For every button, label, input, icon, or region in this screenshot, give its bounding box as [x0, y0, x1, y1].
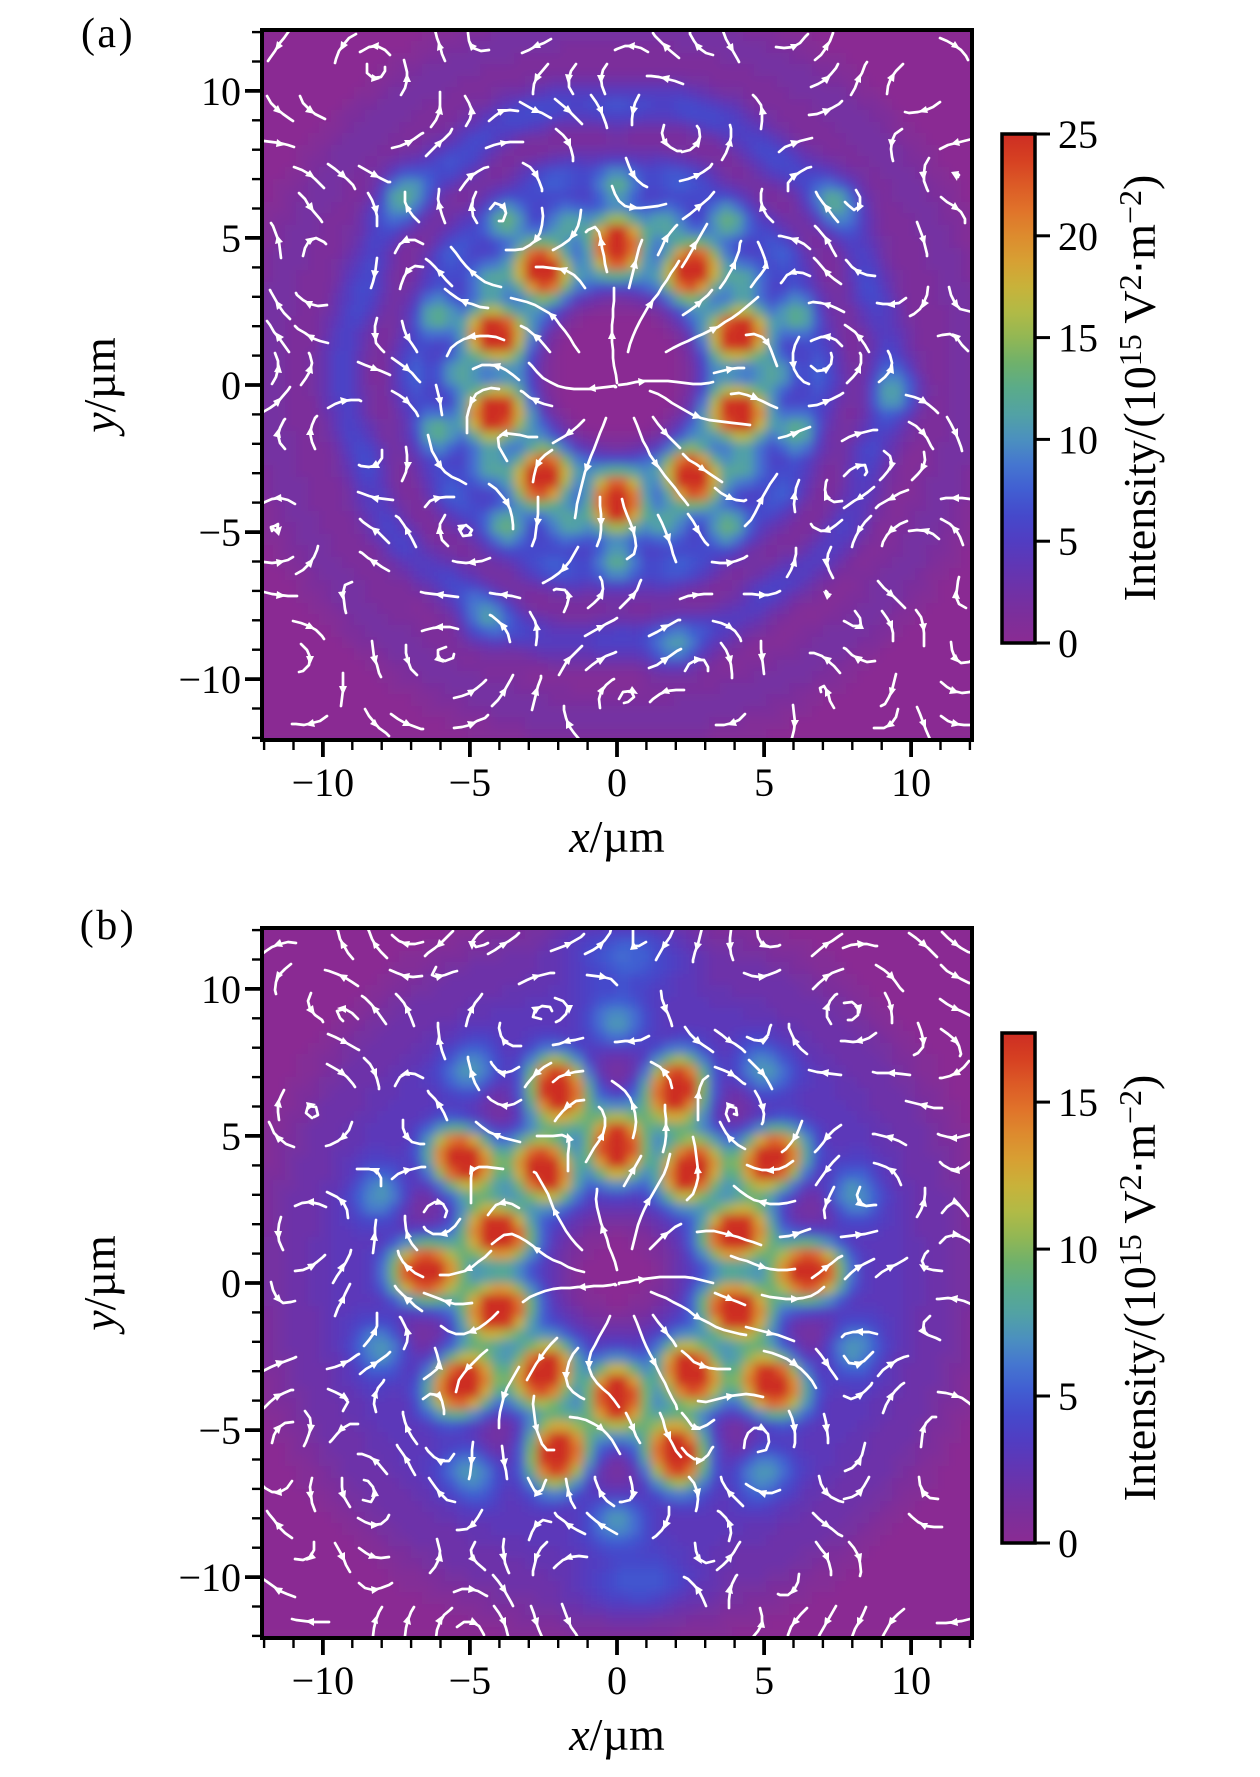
svg-text:−5: −5 [449, 760, 492, 805]
svg-text:20: 20 [1058, 214, 1098, 259]
svg-text:−5: −5 [198, 510, 241, 555]
svg-text:5: 5 [221, 1114, 241, 1159]
svg-text:10: 10 [201, 69, 241, 114]
svg-text:x/µm: x/µm [568, 1709, 665, 1760]
svg-text:0: 0 [607, 1658, 627, 1703]
svg-text:Intensity/(1015 V2⋅m−2): Intensity/(1015 V2⋅m−2) [1112, 175, 1165, 602]
svg-text:5: 5 [754, 760, 774, 805]
svg-text:−5: −5 [449, 1658, 492, 1703]
svg-text:5: 5 [754, 1658, 774, 1703]
svg-text:10: 10 [1058, 1227, 1098, 1272]
svg-text:−10: −10 [178, 1555, 241, 1600]
svg-text:x/µm: x/µm [568, 811, 665, 862]
svg-text:15: 15 [1058, 1080, 1098, 1125]
svg-text:−10: −10 [292, 760, 355, 805]
svg-text:10: 10 [891, 760, 931, 805]
svg-text:(a): (a) [81, 11, 135, 57]
svg-text:Intensity/(1015 V2⋅m−2): Intensity/(1015 V2⋅m−2) [1112, 1075, 1165, 1502]
svg-text:0: 0 [1058, 1521, 1078, 1566]
svg-text:−10: −10 [178, 657, 241, 702]
svg-text:10: 10 [201, 967, 241, 1012]
svg-text:(b): (b) [80, 903, 136, 949]
svg-text:0: 0 [1058, 621, 1078, 666]
svg-text:y/µm: y/µm [74, 337, 125, 437]
svg-text:5: 5 [221, 216, 241, 261]
svg-text:10: 10 [1058, 417, 1098, 462]
svg-text:y/µm: y/µm [74, 1235, 125, 1335]
svg-text:−10: −10 [292, 1658, 355, 1703]
svg-text:15: 15 [1058, 316, 1098, 361]
svg-text:0: 0 [221, 1261, 241, 1306]
svg-text:10: 10 [891, 1658, 931, 1703]
svg-text:5: 5 [1058, 519, 1078, 564]
svg-text:−5: −5 [198, 1408, 241, 1453]
svg-text:0: 0 [607, 760, 627, 805]
svg-text:25: 25 [1058, 112, 1098, 157]
svg-text:0: 0 [221, 363, 241, 408]
svg-text:5: 5 [1058, 1374, 1078, 1419]
